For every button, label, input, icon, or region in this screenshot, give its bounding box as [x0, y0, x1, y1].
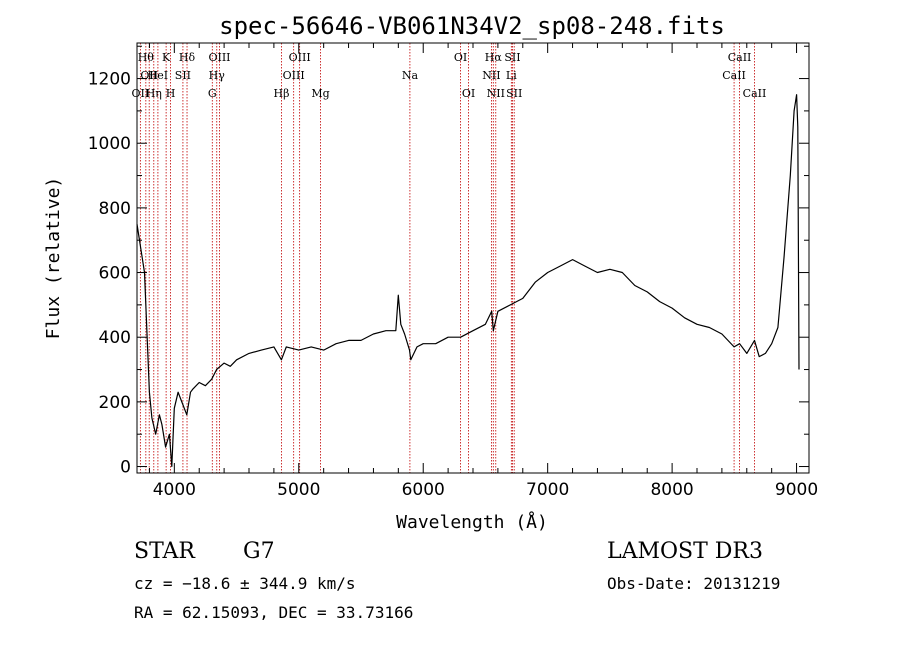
line-label-22: Li	[506, 69, 517, 82]
class-label: STAR	[134, 539, 195, 564]
emission-line-labels: OIIHθOIIHηHeIKHSIIHδGHγOIIIHβOIIIOIIIMgN…	[132, 51, 767, 100]
line-label-13: OIII	[283, 69, 305, 82]
y-axis-label: Flux (relative)	[43, 177, 64, 340]
y-tick-label-3: 600	[99, 264, 131, 284]
x-tick-label-3: 7000	[526, 480, 569, 500]
y-tick-label-4: 800	[99, 199, 131, 219]
spectrum-series	[136, 94, 800, 468]
y-tick-label-5: 1000	[88, 134, 131, 154]
x-tick-label-2: 6000	[402, 480, 445, 500]
line-label-12: Hβ	[274, 87, 290, 100]
subclass-label: G7	[243, 539, 275, 564]
line-label-20: Hα	[485, 51, 503, 64]
y-tick-label-1: 200	[99, 393, 131, 413]
line-label-27: CaII	[743, 87, 767, 100]
line-label-7: SII	[175, 69, 191, 82]
x-tick-label-5: 9000	[775, 480, 818, 500]
line-label-18: OI	[462, 87, 475, 100]
survey-label: LAMOST DR3	[607, 539, 763, 564]
x-tick-label-0: 4000	[153, 480, 196, 500]
line-label-23: SII	[504, 51, 520, 64]
y-tick-label-0: 0	[120, 458, 131, 478]
x-tick-label-1: 5000	[277, 480, 320, 500]
y-tick-label-2: 400	[99, 328, 131, 348]
emission-line-markers	[139, 43, 755, 473]
x-axis-label: Wavelength (Å)	[396, 511, 548, 533]
line-label-0: OII	[132, 87, 150, 100]
redshift-text: cz = −18.6 ± 344.9 km/s	[134, 574, 356, 593]
line-label-4: HeI	[148, 69, 168, 82]
y-tick-label-6: 1200	[88, 70, 131, 90]
line-label-15: Mg	[311, 87, 329, 100]
line-label-10: Hγ	[209, 69, 226, 82]
line-label-6: H	[166, 87, 176, 100]
line-label-11: OIII	[208, 51, 230, 64]
line-label-3: Hη	[146, 87, 162, 100]
line-label-21: NII	[487, 87, 505, 100]
line-label-1: Hθ	[138, 51, 155, 64]
line-label-16: Na	[402, 69, 419, 82]
line-label-9: G	[208, 87, 217, 100]
y-axis: 0 200 400 600 800 1000 1200	[88, 45, 809, 478]
line-label-17: OI	[454, 51, 467, 64]
line-label-14: OIII	[289, 51, 311, 64]
x-axis: 4000 5000 6000 7000 8000 9000	[148, 43, 818, 500]
coordinates-text: RA = 62.15093, DEC = 33.73166	[134, 603, 414, 622]
line-label-26: CaII	[728, 51, 752, 64]
line-label-25: CaII	[722, 69, 746, 82]
line-label-8: Hδ	[179, 51, 196, 64]
obs-date-text: Obs-Date: 20131219	[607, 574, 781, 593]
plot-frame	[136, 42, 810, 474]
chart-title: spec-56646-VB061N34V2_sp08-248.fits	[219, 12, 725, 40]
line-label-19: NII	[482, 69, 500, 82]
line-label-5: K	[162, 51, 171, 64]
x-tick-label-4: 8000	[650, 480, 693, 500]
spectrum-line-0	[136, 94, 800, 468]
line-label-24: SII	[506, 87, 522, 100]
